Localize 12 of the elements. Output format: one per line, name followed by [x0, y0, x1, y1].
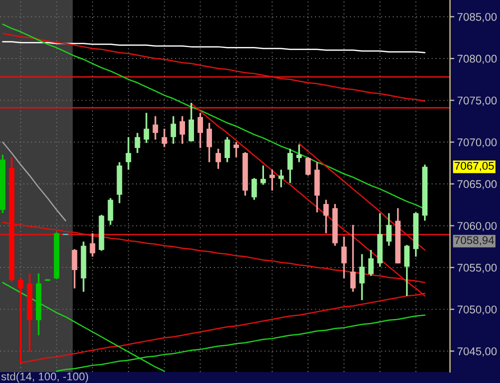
- y-tick-label: 7055,00: [458, 264, 497, 273]
- y-tick-label: 7075,00: [458, 96, 497, 106]
- y-tick-label: 7070,00: [458, 138, 497, 148]
- y-tick-label: 7060,00: [458, 222, 497, 232]
- ref-line-label: 7058,94: [454, 236, 494, 246]
- y-tick-label: 7050,00: [458, 306, 497, 315]
- y-tick-label: 7080,00: [458, 54, 497, 64]
- y-tick-label: 7085,00: [458, 12, 497, 22]
- text: std(14, 100, -100): [1, 372, 88, 383]
- y-tick-label: 7065,00: [458, 180, 497, 190]
- text: 7067,05: [454, 162, 494, 172]
- y-tick-label: 7045,00: [458, 347, 497, 357]
